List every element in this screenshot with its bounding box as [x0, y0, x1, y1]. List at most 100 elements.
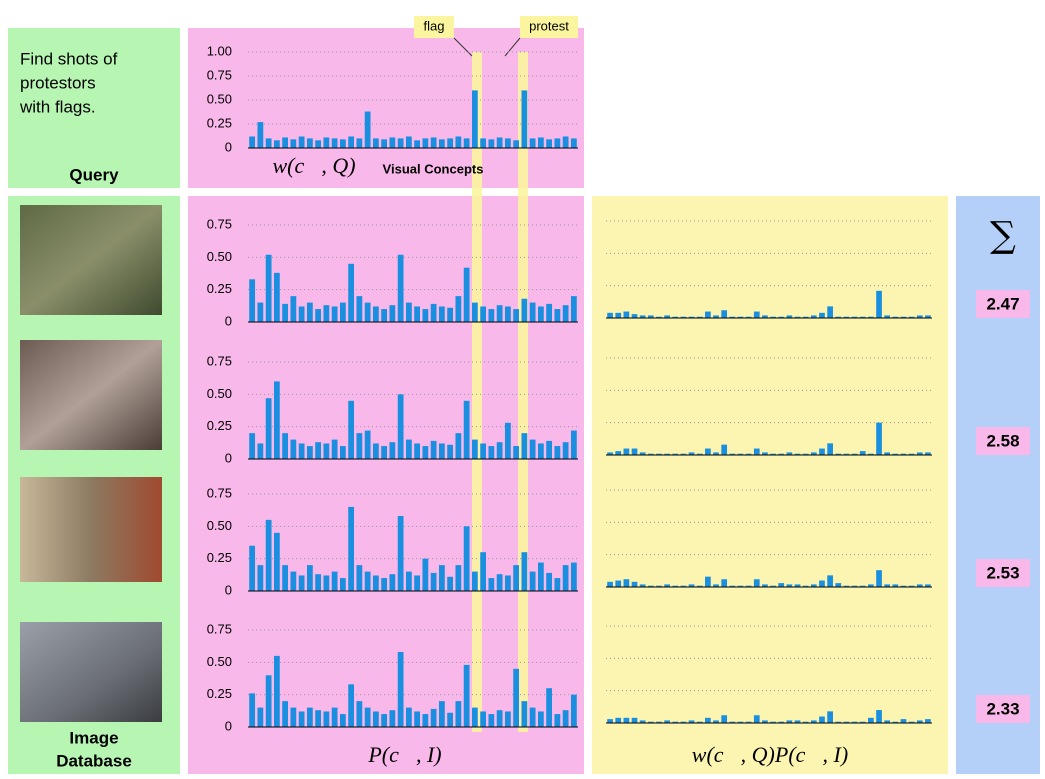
bar [497, 305, 503, 322]
bar [307, 446, 313, 459]
score: 2.33 [986, 699, 1019, 718]
bar [249, 546, 255, 591]
y-tick-label: 0.25 [207, 686, 232, 701]
bar [307, 708, 313, 727]
bar [615, 718, 621, 723]
bar [257, 443, 263, 459]
bar [563, 136, 569, 148]
bar [472, 572, 478, 591]
bar [431, 304, 437, 322]
bar [398, 138, 404, 148]
bar [266, 675, 272, 727]
bar [373, 711, 379, 727]
bar [348, 507, 354, 591]
bar [389, 710, 395, 727]
bar [365, 431, 371, 459]
bar [819, 717, 825, 723]
bar [827, 443, 833, 455]
bar [348, 401, 354, 459]
bar [754, 715, 760, 723]
bar [505, 711, 511, 727]
thumbnail [20, 477, 162, 582]
thumbnail [20, 205, 162, 315]
bar [381, 139, 387, 148]
products-panel [592, 196, 948, 774]
bar [472, 708, 478, 727]
y-tick-label: 0.50 [207, 518, 232, 533]
bar [488, 139, 494, 148]
bar [389, 574, 395, 591]
bar [464, 268, 470, 322]
query-label: Query [69, 165, 119, 184]
bar [705, 577, 711, 587]
bar [563, 710, 569, 727]
bar [521, 90, 527, 148]
bar [406, 136, 412, 148]
bar [546, 304, 552, 322]
bar [365, 572, 371, 591]
bar [323, 575, 329, 591]
bar [721, 310, 727, 318]
bar [323, 711, 329, 727]
bar [615, 451, 621, 455]
bar [282, 433, 288, 459]
bar [299, 575, 305, 591]
bar [705, 312, 711, 318]
y-tick-label: 0 [225, 139, 232, 154]
bar [624, 718, 630, 723]
bar [307, 138, 313, 148]
bar [257, 565, 263, 591]
bar [348, 136, 354, 148]
bar [266, 255, 272, 322]
bar [624, 579, 630, 587]
bar [274, 656, 280, 727]
bar [307, 565, 313, 591]
bar [705, 718, 711, 723]
bar [455, 701, 461, 727]
bar [274, 533, 280, 591]
bar [513, 140, 519, 148]
bar [406, 572, 412, 591]
bar [497, 442, 503, 459]
bar [538, 711, 544, 727]
bar [299, 711, 305, 727]
bar [554, 309, 560, 322]
bar [439, 701, 445, 727]
bar [538, 443, 544, 459]
bar [431, 573, 437, 591]
bar [365, 303, 371, 322]
bar [488, 578, 494, 591]
bar [266, 398, 272, 459]
bar [563, 565, 569, 591]
bar [315, 442, 321, 459]
bar [860, 451, 866, 455]
y-tick-label: 0.25 [207, 115, 232, 130]
bar [389, 305, 395, 322]
bar [521, 552, 527, 591]
bar [389, 442, 395, 459]
database-label: Image [69, 728, 118, 747]
bar [530, 572, 536, 591]
bar [431, 137, 437, 148]
y-tick-label: 0 [225, 313, 232, 328]
bar [538, 563, 544, 591]
bar [299, 306, 305, 322]
bar [447, 713, 453, 727]
bar [340, 446, 346, 459]
bar [323, 305, 329, 322]
bar [249, 693, 255, 727]
bar [480, 138, 486, 148]
bar [365, 112, 371, 148]
bar [505, 306, 511, 322]
bar [340, 714, 346, 727]
bar [624, 449, 630, 455]
bar [472, 440, 478, 459]
y-tick-label: 0.50 [207, 386, 232, 401]
bar [901, 719, 907, 723]
y-tick-label: 0.50 [207, 249, 232, 264]
bar [563, 305, 569, 322]
score: 2.58 [986, 431, 1019, 450]
bar [373, 575, 379, 591]
bar [530, 440, 536, 459]
bar [381, 309, 387, 322]
